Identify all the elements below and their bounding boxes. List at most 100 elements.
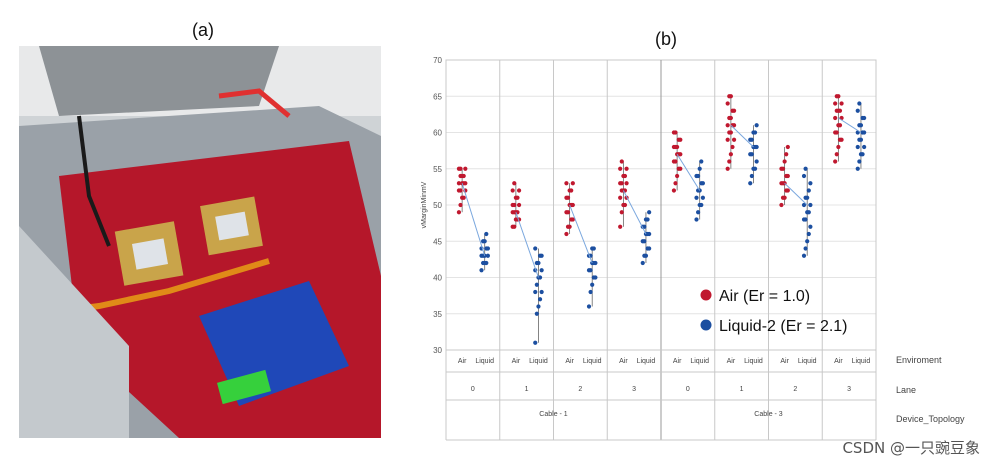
y-axis-label: vMarginMinmV [421,181,428,228]
liquid-point [808,181,813,186]
air-point [512,224,517,229]
air-point [731,108,737,113]
air-point [458,188,463,193]
liquid-point [858,137,864,142]
air-point [833,101,838,106]
liquid-point [485,246,490,251]
air-point [456,210,462,215]
air-point [839,137,844,142]
y-tick-label: 30 [433,346,442,355]
liquid-point [803,166,808,171]
air-point [833,159,838,164]
environment-label: Liquid [852,358,871,365]
liquid-point [640,260,645,266]
environment-label: Air [727,358,736,365]
liquid-point [808,224,813,229]
liquid-point [806,231,811,237]
air-point [515,195,520,200]
mean-connector [622,190,647,235]
environment-label: Liquid [529,358,548,365]
liquid-point [647,231,652,237]
y-tick-label: 60 [433,129,442,138]
air-point [516,188,522,193]
liquid-point [749,173,754,179]
air-point [570,202,575,208]
air-point [731,123,737,128]
air-point [624,166,629,171]
y-tick-label: 65 [433,92,442,101]
lane-label: 1 [525,386,529,393]
air-point [624,181,629,186]
liquid-point [749,152,754,157]
environment-label: Air [834,358,843,365]
liquid-point [696,210,701,215]
environment-label: Liquid [583,358,602,365]
liquid-point [803,217,808,222]
air-point [565,210,571,215]
liquid-point [586,304,592,309]
liquid-point [699,159,704,164]
cpu-plate-right [215,211,249,241]
gridlines [445,59,877,441]
liquid-point [860,152,865,157]
air-point [725,123,730,128]
liquid-point [645,217,650,222]
liquid-point [588,268,593,273]
environment-label: Air [619,358,628,365]
air-point [837,123,843,128]
legend: Air (Er = 1.0) Liquid-2 (Er = 2.1) [700,288,848,335]
air-point [456,181,462,186]
mean-connector [676,153,701,191]
legend-marker [700,319,712,331]
air-point [836,94,841,99]
liquid-point [485,253,490,258]
liquid-point [484,260,489,266]
liquid-point [855,108,860,113]
legend-label: Liquid-2 (Er = 2.1) [719,318,848,335]
liquid-point [642,239,647,244]
mean-connector [784,182,808,206]
air-point [619,159,624,164]
air-point [675,173,680,179]
liquid-point [537,275,543,280]
green-component [217,369,271,405]
y-tick-label: 40 [433,274,442,283]
liquid-point [539,253,544,258]
group-Cable-1-lane-1 [510,181,544,345]
air-point [678,137,683,142]
liquid-point [482,239,487,244]
liquid-point [801,202,807,208]
liquid-point [699,202,704,208]
liquid-point [534,282,539,287]
liquid-point [479,268,484,273]
air-point [673,159,678,164]
air-point [622,173,628,179]
air-point [619,210,624,215]
air-point [728,130,733,135]
air-point [564,181,569,186]
liquid-point [588,289,593,295]
liquid-point [590,282,595,287]
y-tick-label: 50 [433,201,442,210]
air-point [727,159,732,164]
liquid-point [858,123,864,128]
topology-label: Cable - 1 [539,411,568,418]
mean-connector [461,183,486,256]
air-point [461,173,466,179]
watermark-text: CSDN @一只豌豆象 [842,439,980,457]
liquid-point [700,195,705,200]
air-point [512,181,517,186]
air-point [779,202,784,208]
lane-row-label: Lane [896,385,916,395]
category-axis: Air Liquid 0 Air Liquid 1 Air Liquid 2 Air Liquid 3… [458,355,965,424]
air-point [463,166,468,171]
liquid-point [696,173,701,179]
liquid-point [533,340,538,345]
liquid-point [805,195,810,200]
y-tick-label: 70 [433,56,442,65]
liquid-point [855,144,860,150]
panel-b-label: (b) [655,29,677,49]
air-point [833,115,838,121]
air-point [834,130,839,135]
air-point [618,195,623,200]
